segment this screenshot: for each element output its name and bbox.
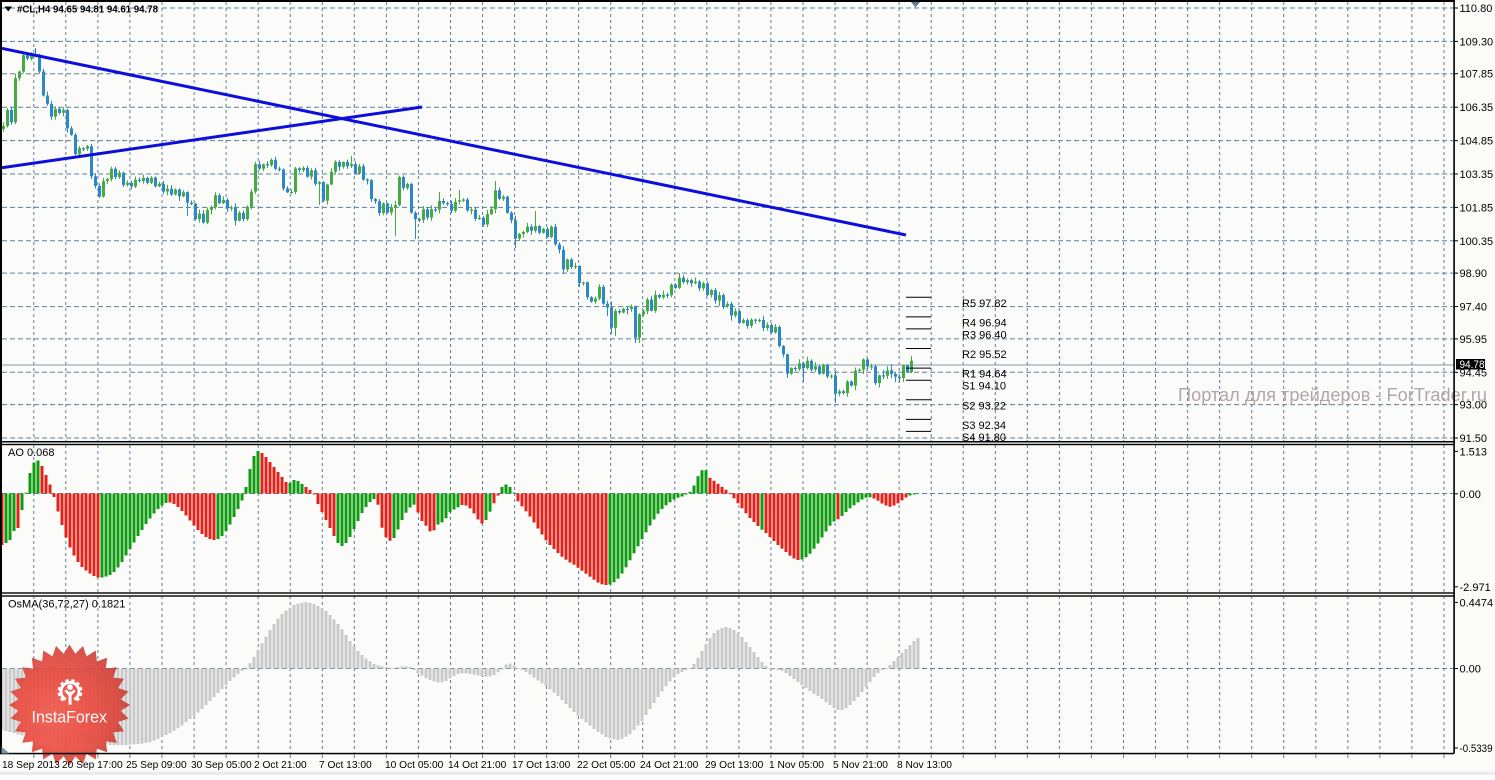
svg-text:103.35: 103.35	[1460, 169, 1494, 181]
svg-text:29 Oct 13:00: 29 Oct 13:00	[705, 760, 764, 771]
svg-text:104.85: 104.85	[1460, 136, 1494, 148]
svg-text:101.85: 101.85	[1460, 202, 1494, 214]
svg-text:R3 96.40: R3 96.40	[962, 329, 1007, 341]
svg-text:94.78: 94.78	[1460, 359, 1485, 371]
svg-text:R1 94.64: R1 94.64	[962, 369, 1007, 381]
svg-text:S2 93.22: S2 93.22	[962, 400, 1006, 412]
svg-text:91.50: 91.50	[1460, 433, 1488, 445]
svg-text:#CL,H4 94.65 94.81 94.61 94.7: #CL,H4 94.65 94.81 94.61 94.78	[17, 4, 158, 16]
svg-text:95.95: 95.95	[1460, 334, 1488, 346]
svg-text:S3 92.34: S3 92.34	[962, 420, 1006, 432]
svg-text:S1 94.10: S1 94.10	[962, 381, 1006, 393]
svg-text:1 Nov 05:00: 1 Nov 05:00	[769, 760, 824, 771]
svg-text:93.00: 93.00	[1460, 400, 1488, 412]
svg-text:R5 97.82: R5 97.82	[962, 298, 1007, 310]
svg-text:5 Nov 21:00: 5 Nov 21:00	[833, 760, 888, 771]
svg-text:0.4474: 0.4474	[1460, 597, 1494, 609]
svg-text:1.513: 1.513	[1460, 446, 1488, 458]
svg-text:110.80: 110.80	[1460, 3, 1493, 15]
svg-text:0.00: 0.00	[1460, 489, 1481, 501]
svg-text:2 Oct 21:00: 2 Oct 21:00	[254, 760, 307, 771]
svg-text:OsMA(36,72,27) 0.1821: OsMA(36,72,27) 0.1821	[8, 599, 125, 611]
svg-text:Портал для трейдеров - ForTrad: Портал для трейдеров - ForTrader.ru	[1178, 385, 1487, 405]
svg-text:-2.971: -2.971	[1460, 582, 1491, 594]
svg-text:0.00: 0.00	[1460, 664, 1481, 676]
svg-text:InstaForex: InstaForex	[32, 709, 108, 727]
svg-text:R2 95.52: R2 95.52	[962, 349, 1007, 361]
svg-text:109.30: 109.30	[1460, 36, 1494, 48]
svg-text:24 Oct 21:00: 24 Oct 21:00	[640, 760, 699, 771]
svg-text:106.35: 106.35	[1460, 102, 1494, 114]
svg-text:97.40: 97.40	[1460, 302, 1488, 314]
svg-text:8 Nov 13:00: 8 Nov 13:00	[897, 760, 952, 771]
svg-text:17 Oct 13:00: 17 Oct 13:00	[512, 760, 571, 771]
svg-text:AO 0.068: AO 0.068	[8, 447, 54, 459]
svg-text:30 Sep 05:00: 30 Sep 05:00	[191, 760, 252, 771]
svg-text:22 Oct 05:00: 22 Oct 05:00	[577, 760, 636, 771]
svg-text:14 Oct 21:00: 14 Oct 21:00	[448, 760, 507, 771]
svg-text:94.45: 94.45	[1460, 367, 1488, 379]
svg-text:107.85: 107.85	[1460, 69, 1494, 81]
svg-text:98.90: 98.90	[1460, 268, 1488, 280]
svg-text:7 Oct 13:00: 7 Oct 13:00	[319, 760, 372, 771]
svg-text:25 Sep 09:00: 25 Sep 09:00	[126, 760, 187, 771]
svg-text:100.35: 100.35	[1460, 236, 1494, 248]
svg-text:-0.5339: -0.5339	[1460, 743, 1493, 755]
svg-text:18 Sep 2013: 18 Sep 2013	[2, 760, 60, 771]
svg-text:R4 96.94: R4 96.94	[962, 317, 1007, 329]
svg-text:10 Oct 05:00: 10 Oct 05:00	[385, 760, 444, 771]
svg-text:20 Sep 17:00: 20 Sep 17:00	[62, 760, 123, 771]
svg-text:S4 91.80: S4 91.80	[962, 432, 1006, 444]
